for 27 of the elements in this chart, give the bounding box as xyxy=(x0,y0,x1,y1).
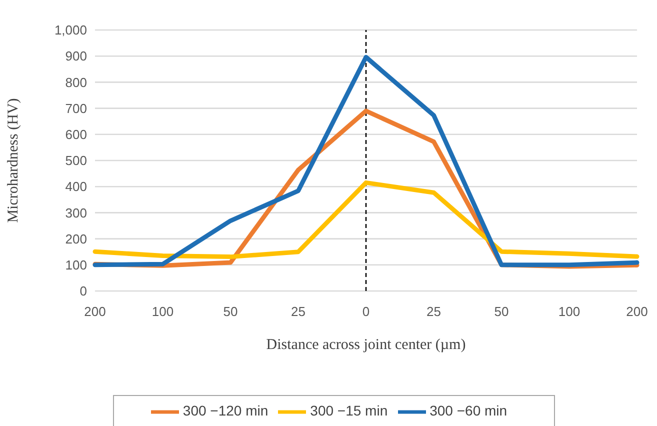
x-tick-label: 200 xyxy=(626,304,648,320)
y-tick-label: 500 xyxy=(65,153,87,168)
y-axis-title: Microhardness (HV) xyxy=(5,98,22,223)
x-tick-label: 50 xyxy=(223,304,238,320)
y-tick-label: 700 xyxy=(65,100,87,116)
y-tick-label: 300 xyxy=(65,205,87,220)
line-series xyxy=(92,180,640,260)
y-tick-label: 200 xyxy=(65,231,87,246)
x-tick-label: 100 xyxy=(558,304,580,320)
x-tick-label: 0 xyxy=(362,304,370,320)
legend-label: 300 −15 min xyxy=(310,402,388,419)
y-tick-label: 100 xyxy=(65,258,87,273)
x-tick-label: 100 xyxy=(152,304,174,320)
x-axis-title: Distance across joint center (µm) xyxy=(266,337,466,353)
x-tick-label: 50 xyxy=(494,304,509,320)
x-tick-label: 25 xyxy=(426,304,441,320)
y-tick-label: 400 xyxy=(65,179,87,194)
y-tick-label: 900 xyxy=(65,48,87,64)
y-tick-label: 600 xyxy=(65,127,87,142)
y-tick-label: 0 xyxy=(80,284,87,299)
y-tick-label: 1,000 xyxy=(54,22,87,38)
legend-label: 300 −60 min xyxy=(430,402,508,419)
x-tick-label: 25 xyxy=(291,304,306,320)
x-tick-label: 200 xyxy=(84,304,106,320)
y-tick-label: 800 xyxy=(65,74,87,90)
legend-label: 300 −120 min xyxy=(182,402,268,419)
line-series xyxy=(92,54,640,268)
